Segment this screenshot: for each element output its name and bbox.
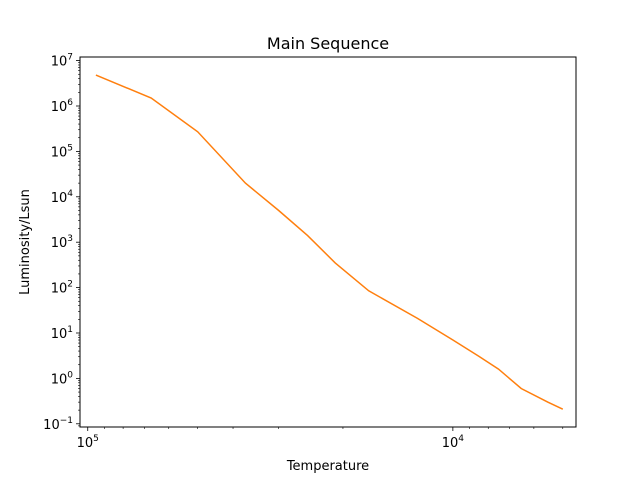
y-tick-label: 101	[51, 325, 73, 342]
y-tick-label: 103	[51, 234, 73, 251]
y-tick-label: 105	[51, 143, 73, 160]
series-line	[95, 74, 564, 410]
y-axis-label: Luminosity/Lsun	[18, 189, 33, 295]
x-tick-label: 105	[77, 434, 99, 451]
y-tick-label: 104	[51, 189, 74, 206]
plot-frame	[79, 56, 577, 428]
chart-title: Main Sequence	[267, 34, 389, 53]
y-tick-label: 107	[51, 53, 73, 70]
y-tick-label: 100	[51, 370, 74, 387]
x-axis-label: Temperature	[286, 459, 369, 474]
y-tick-label: 102	[51, 280, 73, 297]
y-tick-label: 106	[51, 98, 74, 115]
major-ticks	[76, 60, 454, 431]
tick-labels: 105 104 10−1 100 101 102 103 104 105 106 107	[43, 53, 464, 451]
x-tick-label: 104	[442, 434, 465, 451]
y-tick-label: 10−1	[43, 416, 73, 433]
